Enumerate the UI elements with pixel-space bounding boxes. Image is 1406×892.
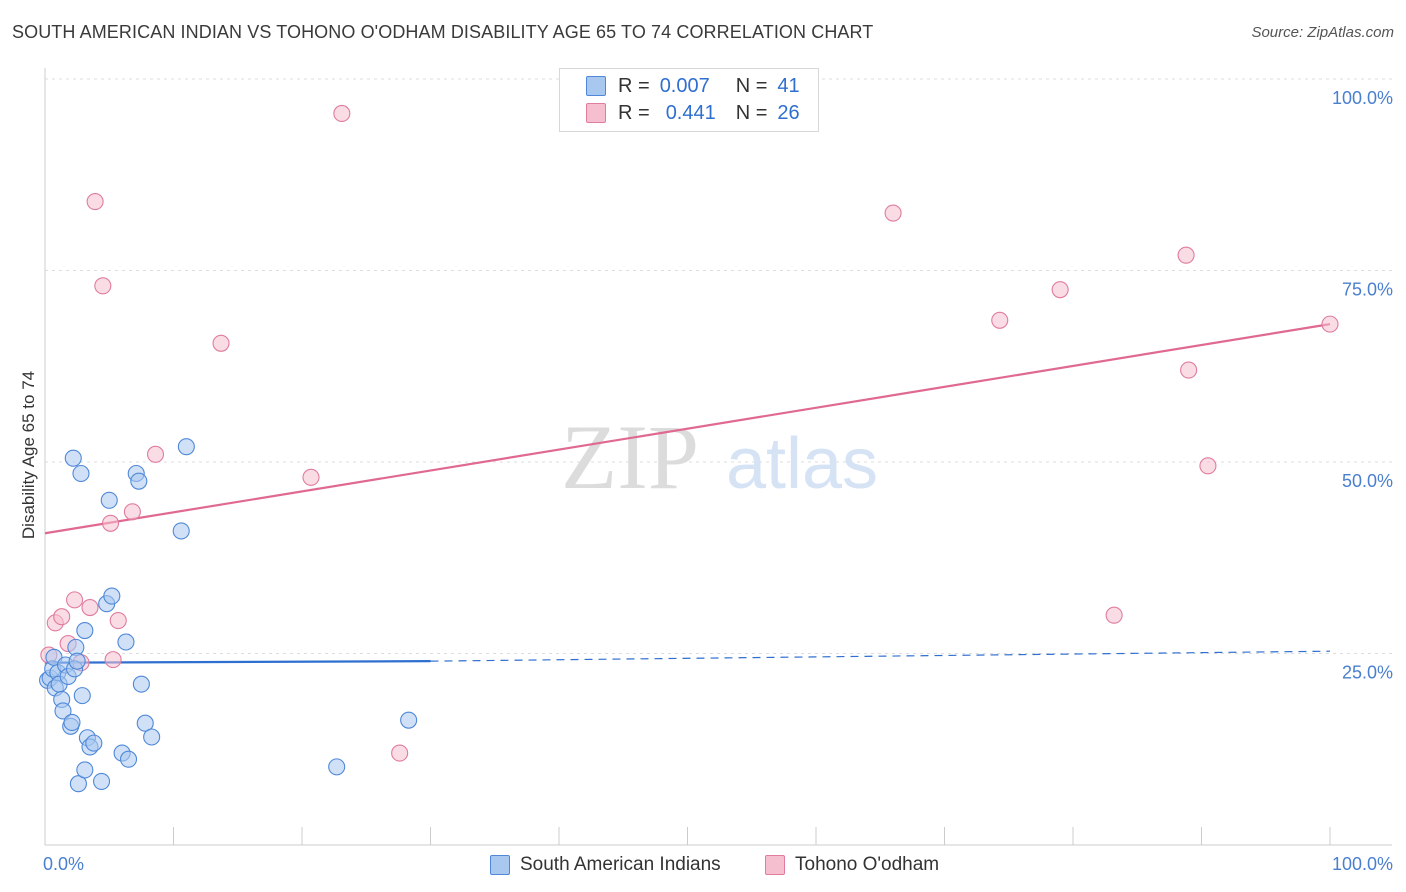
watermark-zip: ZIP bbox=[561, 406, 699, 508]
data-point-south-american bbox=[92, 772, 111, 790]
data-point-south-american bbox=[136, 714, 154, 732]
legend-swatch-blue bbox=[586, 76, 606, 96]
data-point-south-american bbox=[76, 761, 94, 779]
data-point-south-american bbox=[132, 675, 150, 693]
legend-r-label: R = bbox=[618, 74, 650, 97]
data-point-tohono bbox=[1321, 315, 1339, 333]
data-point-south-american bbox=[103, 587, 121, 605]
data-point-tohono bbox=[66, 591, 84, 609]
data-points bbox=[39, 104, 1339, 793]
legend-n-label: N = bbox=[735, 101, 768, 124]
data-point-south-american bbox=[172, 522, 190, 540]
data-point-south-american bbox=[68, 652, 86, 670]
data-point-south-american bbox=[130, 472, 148, 490]
data-point-south-american bbox=[177, 438, 195, 456]
y-tick-label: 50.0% bbox=[1342, 471, 1393, 491]
data-point-tohono bbox=[991, 311, 1009, 329]
data-point-tohono bbox=[104, 651, 122, 669]
data-point-south-american bbox=[54, 702, 72, 720]
trend-line-south-american bbox=[44, 660, 431, 664]
legend-item-south-american-indians: South American Indians bbox=[490, 852, 721, 878]
data-point-south-american bbox=[143, 728, 161, 746]
y-tick-label: 75.0% bbox=[1342, 280, 1393, 300]
data-point-south-american bbox=[100, 491, 118, 509]
legend-n-label: N = bbox=[735, 74, 768, 97]
x-tick-label: 0.0% bbox=[43, 854, 84, 874]
tick-labels: 25.0% 50.0% 75.0% 100.0% 0.0% 100.0% bbox=[43, 88, 1393, 874]
data-point-tohono bbox=[53, 608, 71, 626]
data-point-tohono bbox=[1051, 281, 1069, 299]
data-point-south-american bbox=[400, 711, 418, 729]
legend-n-value: 41 bbox=[777, 74, 800, 97]
legend-item-tohono-oodham: Tohono O'odham bbox=[765, 852, 939, 878]
data-point-tohono bbox=[94, 277, 112, 295]
data-point-tohono bbox=[391, 744, 409, 762]
data-point-tohono bbox=[1180, 361, 1198, 379]
legend-swatch-blue bbox=[490, 855, 510, 875]
data-point-tohono bbox=[212, 334, 230, 352]
legend-r-label: R = bbox=[618, 101, 650, 124]
trend-line-south-american-extrapolated bbox=[430, 650, 1331, 662]
legend-r-value: 0.007 bbox=[659, 74, 710, 97]
legend-swatch-pink bbox=[765, 855, 785, 875]
data-point-tohono bbox=[1177, 246, 1195, 264]
legend-label: South American Indians bbox=[520, 854, 721, 875]
data-point-tohono bbox=[101, 514, 120, 532]
data-point-south-american bbox=[63, 713, 81, 731]
data-point-south-american bbox=[72, 464, 90, 483]
y-axis-title: Disability Age 65 to 74 bbox=[19, 371, 38, 539]
legend-label: Tohono O'odham bbox=[795, 854, 940, 875]
data-point-tohono bbox=[146, 445, 165, 463]
data-point-tohono bbox=[81, 598, 99, 617]
data-point-south-american bbox=[117, 633, 135, 651]
data-point-south-american bbox=[69, 775, 87, 793]
y-tick-label: 25.0% bbox=[1342, 663, 1393, 683]
axes bbox=[44, 68, 1392, 846]
data-point-tohono bbox=[1105, 606, 1123, 624]
data-point-south-american bbox=[64, 449, 82, 467]
legend-n-value: 26 bbox=[777, 101, 800, 124]
legend-row-tohono: R = 0.441 N = 26 bbox=[586, 100, 800, 126]
data-point-tohono bbox=[109, 612, 127, 630]
watermark-atlas: atlas bbox=[726, 424, 878, 504]
y-tick-label: 100.0% bbox=[1332, 88, 1393, 108]
data-point-tohono bbox=[1199, 457, 1217, 475]
source-label: Source: ZipAtlas.com bbox=[1251, 24, 1394, 41]
legend-r-value: 0.441 bbox=[665, 101, 716, 124]
chart-title: SOUTH AMERICAN INDIAN VS TOHONO O'ODHAM … bbox=[12, 22, 874, 42]
data-point-south-american bbox=[119, 750, 138, 768]
data-point-tohono bbox=[86, 193, 104, 211]
legend-swatch-pink bbox=[586, 103, 606, 123]
data-point-south-american bbox=[328, 758, 346, 776]
stats-legend: R = 0.007 N = 41 R = 0.441 N = 26 bbox=[559, 68, 819, 132]
data-point-tohono bbox=[302, 468, 320, 486]
x-tick-label: 100.0% bbox=[1332, 854, 1393, 874]
data-point-south-american bbox=[73, 687, 91, 705]
data-point-tohono bbox=[884, 204, 902, 222]
trend-line-tohono bbox=[44, 323, 1331, 535]
data-point-south-american bbox=[85, 734, 103, 752]
data-point-tohono bbox=[333, 104, 351, 123]
legend-row-south-american: R = 0.007 N = 41 bbox=[586, 73, 800, 99]
data-point-south-american bbox=[76, 621, 94, 640]
data-point-tohono bbox=[123, 503, 141, 521]
watermark: ZIP atlas bbox=[561, 406, 878, 508]
